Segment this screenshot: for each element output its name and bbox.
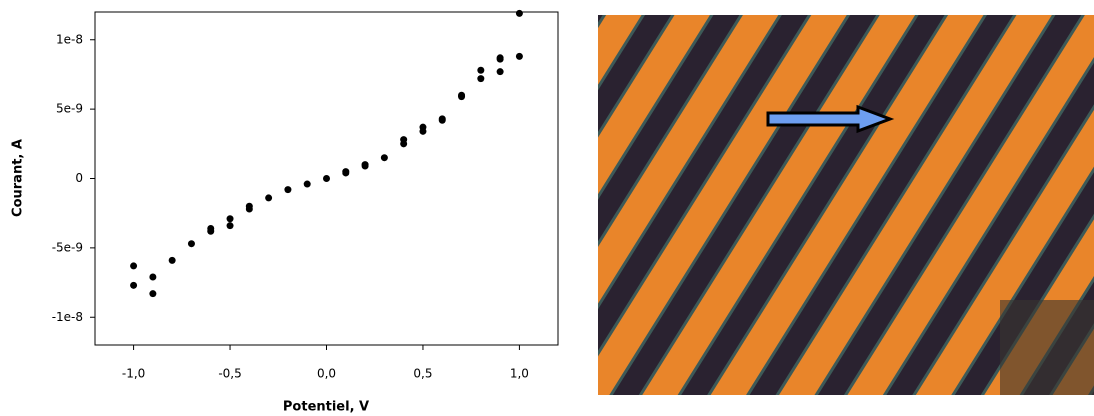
data-point xyxy=(458,93,466,101)
data-point xyxy=(226,222,234,230)
y-tick-label: 5e-9 xyxy=(56,102,83,116)
y-tick-label: 1e-8 xyxy=(56,32,83,46)
data-point xyxy=(342,169,350,177)
data-point xyxy=(515,52,523,60)
x-tick-label: 0,0 xyxy=(317,367,336,381)
y-tick-label: -1e-8 xyxy=(52,310,83,324)
data-point xyxy=(303,180,311,188)
data-point xyxy=(477,66,485,74)
data-point xyxy=(130,281,138,289)
x-tick-label: 0,5 xyxy=(413,367,432,381)
x-tick-label: -0,5 xyxy=(218,367,241,381)
x-tick-label: 1,0 xyxy=(510,367,529,381)
data-point xyxy=(168,256,176,264)
data-point xyxy=(496,68,504,76)
data-point xyxy=(187,240,195,248)
data-point xyxy=(207,227,215,235)
data-point xyxy=(149,273,157,281)
arrow xyxy=(766,104,895,134)
x-tick-label: -1,0 xyxy=(122,367,145,381)
dark-region xyxy=(1000,300,1094,395)
data-point xyxy=(149,290,157,298)
data-point xyxy=(400,140,408,148)
data-point xyxy=(323,175,330,182)
data-point xyxy=(380,154,388,162)
y-tick-label: 0 xyxy=(75,171,83,185)
data-point xyxy=(477,75,485,83)
data-point xyxy=(438,116,446,124)
data-point xyxy=(361,162,369,170)
y-axis-title: Courant, A xyxy=(11,139,26,217)
data-point xyxy=(515,9,523,17)
data-point xyxy=(130,262,138,270)
data-point xyxy=(226,215,234,223)
data-point xyxy=(496,55,504,63)
data-point xyxy=(265,194,273,202)
x-axis-title: Potentiel, V xyxy=(283,400,369,415)
micrograph xyxy=(598,15,1094,395)
y-tick-label: -5e-9 xyxy=(52,240,83,254)
data-point xyxy=(284,186,292,194)
data-point xyxy=(245,205,253,213)
data-point xyxy=(419,127,427,135)
